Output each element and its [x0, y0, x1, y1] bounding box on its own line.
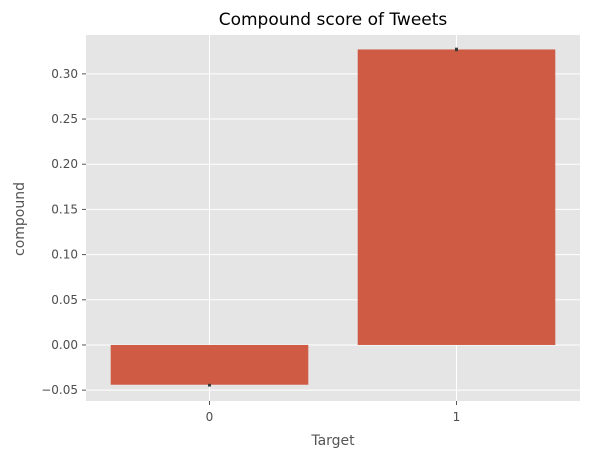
y-tick-label: 0.30	[51, 67, 78, 81]
x-axis-label: Target	[310, 433, 355, 449]
y-tick-label: −0.05	[41, 383, 78, 397]
bar-1	[357, 49, 556, 345]
chart-title: Compound score of Tweets	[219, 10, 448, 30]
y-tick-label: 0.20	[51, 157, 78, 171]
x-tick-label: 0	[206, 410, 214, 424]
y-tick-label: 0.00	[51, 338, 78, 352]
y-tick-label: 0.05	[51, 293, 78, 307]
bars	[110, 49, 556, 385]
y-tick-label: 0.10	[51, 248, 78, 262]
error-bars	[208, 47, 458, 387]
y-axis-ticks: −0.05 0.00 0.05 0.10 0.15 0.20 0.25 0.30	[41, 67, 86, 397]
x-tick-label: 1	[453, 410, 461, 424]
y-axis-label: compound	[12, 182, 28, 256]
bar-0	[110, 344, 309, 385]
y-tick-label: 0.15	[51, 202, 78, 216]
y-tick-label: 0.25	[51, 112, 78, 126]
